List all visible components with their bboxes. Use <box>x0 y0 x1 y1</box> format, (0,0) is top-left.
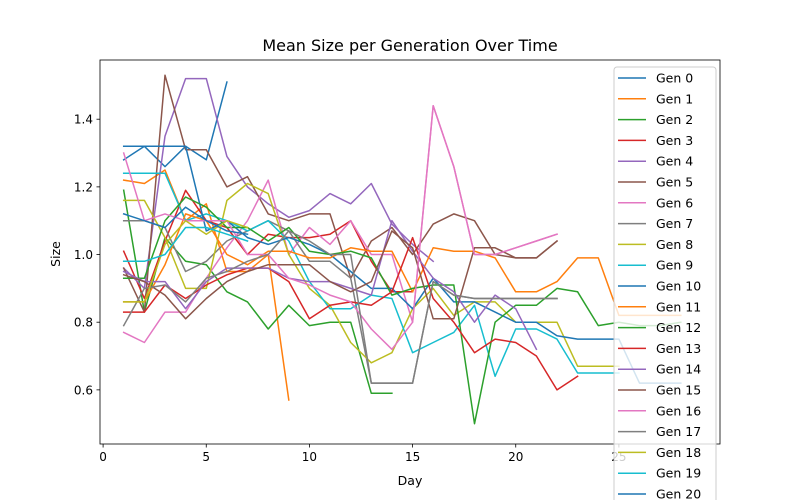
legend-entry-gen-20: Gen 20 <box>656 487 701 500</box>
y-tick-label: 1.4 <box>74 113 93 127</box>
x-axis: 0510152025 <box>99 444 627 464</box>
series-line-gen-4 <box>122 77 435 290</box>
legend-entry-gen-6: Gen 6 <box>656 195 693 210</box>
legend-entry-gen-7: Gen 7 <box>656 216 693 231</box>
x-tick-label: 15 <box>405 450 420 464</box>
series-line-gen-0 <box>122 81 228 168</box>
series-line-gen-16 <box>122 104 558 351</box>
y-tick-label: 1.0 <box>74 248 93 262</box>
plot-area <box>122 74 682 425</box>
series-line-gen-14 <box>122 219 538 351</box>
legend-entry-gen-0: Gen 0 <box>656 71 693 86</box>
y-tick-label: 0.6 <box>74 383 93 397</box>
series-line-gen-11 <box>122 213 682 317</box>
x-tick-label: 0 <box>99 450 107 464</box>
legend-entry-gen-15: Gen 15 <box>656 383 701 398</box>
series-line-gen-15 <box>122 230 559 320</box>
x-tick-label: 10 <box>302 450 317 464</box>
legend-entry-gen-18: Gen 18 <box>656 445 701 460</box>
series-line-gen-1 <box>122 169 290 401</box>
series-line-gen-18 <box>122 219 249 303</box>
legend-entry-gen-5: Gen 5 <box>656 175 693 190</box>
chart-title: Mean Size per Generation Over Time <box>262 36 557 55</box>
x-tick-label: 20 <box>508 450 523 464</box>
x-tick-label: 5 <box>202 450 210 464</box>
legend-entry-gen-14: Gen 14 <box>656 362 701 377</box>
series-line-gen-6 <box>122 104 558 344</box>
legend: Gen 0 Gen 1 Gen 2 Gen 3 Gen 4 Gen 5 Gen 6 Gen 7… <box>613 66 717 500</box>
legend-entry-gen-11: Gen 11 <box>656 299 701 314</box>
series-line-gen-20 <box>122 206 249 236</box>
series-line-gen-17 <box>122 230 558 384</box>
legend-entry-gen-16: Gen 16 <box>656 403 701 418</box>
legend-entry-gen-1: Gen 1 <box>656 91 693 106</box>
axes-frame <box>99 59 721 445</box>
legend-entry-gen-9: Gen 9 <box>656 258 693 273</box>
legend-entry-gen-12: Gen 12 <box>656 320 701 335</box>
y-axis: 0.6 0.8 1.0 1.2 1.4 <box>74 113 100 397</box>
legend-entry-gen-17: Gen 17 <box>656 424 701 439</box>
legend-entry-gen-19: Gen 19 <box>656 466 701 481</box>
y-axis-label: Size <box>48 241 63 267</box>
legend-entry-gen-2: Gen 2 <box>656 112 693 127</box>
legend-box <box>613 66 717 500</box>
series-line-gen-12 <box>122 196 682 425</box>
y-tick-label: 1.2 <box>74 180 93 194</box>
series-line-gen-19 <box>122 226 249 263</box>
x-axis-label: Day <box>398 473 423 488</box>
series-line-gen-3 <box>122 189 414 300</box>
legend-entry-gen-4: Gen 4 <box>656 154 693 169</box>
legend-entry-gen-3: Gen 3 <box>656 133 693 148</box>
y-tick-label: 0.8 <box>74 316 93 330</box>
legend-entry-gen-13: Gen 13 <box>656 341 701 356</box>
legend-entry-gen-8: Gen 8 <box>656 237 693 252</box>
series-line-gen-5 <box>122 74 559 313</box>
legend-entry-gen-10: Gen 10 <box>656 279 701 294</box>
